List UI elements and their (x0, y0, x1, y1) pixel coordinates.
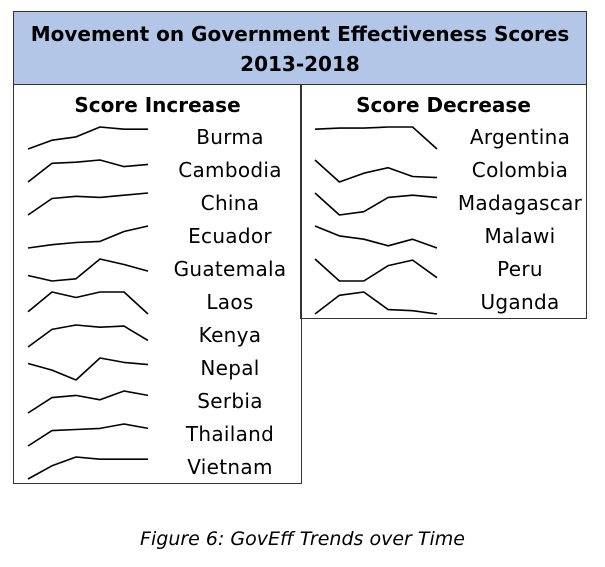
sparkline-path-nepal (27, 357, 149, 381)
sparkline-path-laos (27, 291, 149, 315)
score-decrease-heading: Score Decrease (356, 93, 531, 117)
country-label-ecuador: Ecuador (188, 224, 272, 248)
figure-caption: Figure 6: GovEff Trends over Time (140, 528, 465, 550)
country-label-uganda: Uganda (480, 290, 560, 314)
sparkline-path-argentina (314, 126, 438, 150)
chart-subtitle-years: 2013-2018 (240, 52, 360, 76)
sparkline-path-madagascar (314, 192, 438, 216)
sparkline-argentina (314, 126, 438, 150)
sparkline-ecuador (27, 225, 149, 249)
sparkline-china (27, 192, 149, 216)
country-label-argentina: Argentina (469, 125, 571, 149)
country-label-vietnam: Vietnam (187, 455, 273, 479)
sparkline-laos (27, 291, 149, 315)
sparkline-nepal (27, 357, 149, 381)
country-label-malawi: Malawi (484, 224, 556, 248)
sparkline-colombia (314, 159, 438, 183)
sparkline-path-colombia (314, 159, 438, 183)
sparkline-path-uganda (314, 291, 438, 315)
sparkline-path-peru (314, 258, 438, 282)
country-label-peru: Peru (497, 257, 543, 281)
chart-title-box: Movement on Government Effectiveness Sco… (13, 11, 587, 85)
sparkline-path-malawi (314, 225, 438, 249)
country-label-madagascar: Madagascar (457, 191, 583, 215)
country-label-serbia: Serbia (197, 389, 263, 413)
chart-title: Movement on Government Effectiveness Sco… (30, 22, 570, 46)
score-increase-panel: Score Increase Burma Cambodia China Ecuador… (13, 85, 302, 484)
sparkline-madagascar (314, 192, 438, 216)
sparkline-path-vietnam (27, 456, 148, 480)
country-label-thailand: Thailand (185, 422, 275, 446)
sparkline-thailand (27, 423, 149, 447)
sparkline-path-guatemala (27, 258, 149, 282)
sparkline-peru (314, 258, 438, 282)
sparkline-path-serbia (27, 390, 149, 414)
country-label-colombia: Colombia (471, 158, 569, 182)
country-label-china: China (200, 191, 260, 215)
sparkline-burma (27, 126, 148, 150)
sparkline-path-kenya (27, 324, 149, 348)
sparkline-guatemala (27, 258, 149, 282)
score-increase-heading: Score Increase (74, 93, 241, 117)
country-label-laos: Laos (206, 290, 254, 314)
country-label-nepal: Nepal (200, 356, 260, 380)
sparkline-path-burma (27, 126, 148, 150)
sparkline-path-china (27, 192, 149, 216)
sparkline-path-ecuador (27, 225, 149, 249)
country-label-cambodia: Cambodia (178, 158, 282, 182)
score-decrease-panel: Score Decrease Argentina Colombia Madagasc… (300, 85, 587, 319)
sparkline-serbia (27, 390, 149, 414)
country-label-burma: Burma (196, 125, 264, 149)
sparkline-uganda (314, 291, 438, 315)
sparkline-vietnam (27, 456, 148, 480)
sparkline-cambodia (27, 159, 149, 183)
sparkline-malawi (314, 225, 438, 249)
country-label-guatemala: Guatemala (173, 257, 287, 281)
sparkline-path-cambodia (27, 159, 149, 183)
sparkline-path-thailand (27, 423, 149, 447)
country-label-kenya: Kenya (198, 323, 262, 347)
sparkline-kenya (27, 324, 149, 348)
